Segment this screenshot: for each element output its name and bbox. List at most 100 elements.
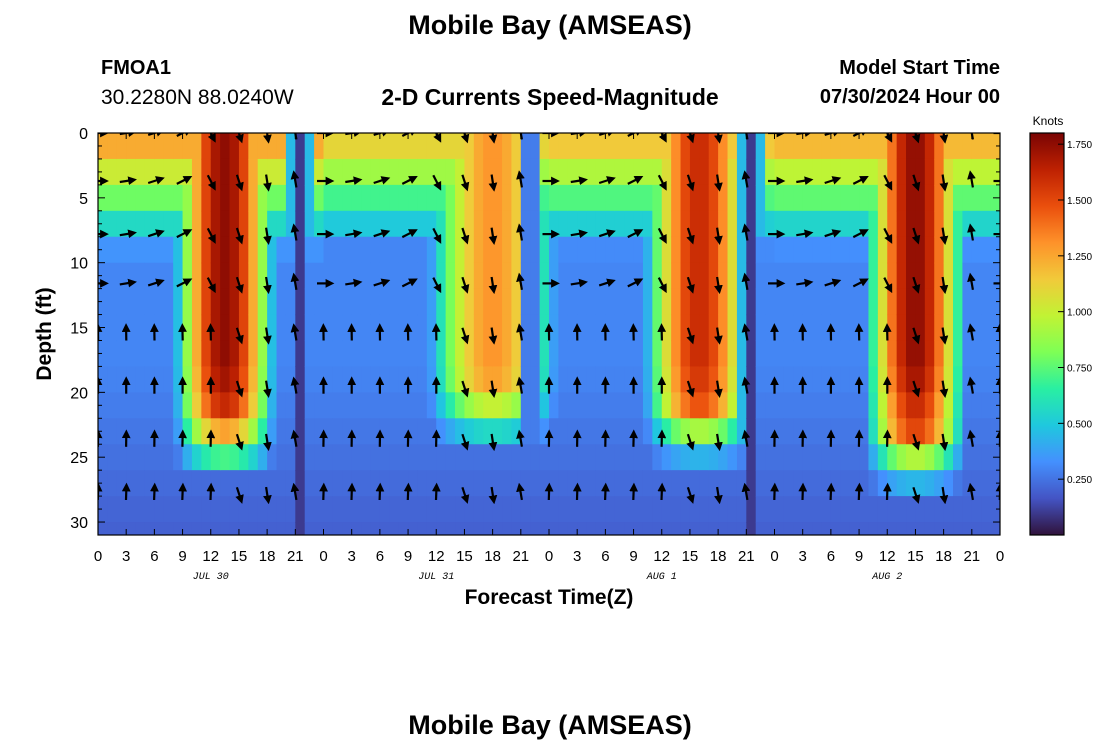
- current-vector-arrow: [882, 482, 892, 501]
- heatmap-cell: [314, 444, 325, 471]
- heatmap-cell: [502, 210, 513, 238]
- heatmap-cell: [520, 340, 531, 368]
- heatmap-cell: [210, 496, 221, 523]
- heatmap-cell: [295, 210, 306, 238]
- current-vector-arrow: [714, 486, 723, 505]
- heatmap-cell: [107, 210, 118, 238]
- heatmap-cell: [229, 366, 240, 393]
- heatmap-cell: [107, 470, 118, 497]
- speed-heatmap-chart: 0 3 6 9 12 15 18 21 0 3 6 9 12 15 18 21 0 3 6 9 12 15 18 21 0 3 6 9…: [33, 114, 1092, 609]
- heatmap-cell: [924, 158, 935, 186]
- heatmap-cell: [276, 522, 287, 535]
- heatmap-cell: [671, 418, 682, 445]
- heatmap-cell: [859, 496, 870, 523]
- heatmap-cell: [689, 392, 700, 419]
- heatmap-cell: [990, 522, 1000, 535]
- current-vector-arrow: [401, 229, 418, 239]
- heatmap-cell: [464, 418, 475, 445]
- heatmap-cell: [877, 288, 888, 316]
- heatmap-cell: [455, 158, 466, 186]
- heatmap-cell: [220, 366, 231, 393]
- current-vector-arrow: [601, 482, 610, 501]
- heatmap-cell: [971, 418, 982, 445]
- heatmap-cell: [135, 210, 146, 238]
- heatmap-cell: [642, 418, 653, 445]
- current-vector-arrow: [939, 227, 949, 245]
- heatmap-cell: [191, 314, 202, 342]
- heatmap-cell: [173, 210, 184, 238]
- heatmap-cell: [652, 184, 663, 212]
- current-vector-arrow: [911, 327, 921, 345]
- heatmap-cell: [558, 418, 569, 445]
- date-label: AUG 2: [871, 572, 902, 583]
- heatmap-cell: [774, 392, 785, 419]
- heatmap-cell: [962, 184, 973, 212]
- heatmap-cell: [830, 210, 841, 238]
- heatmap-cell: [267, 184, 278, 212]
- heatmap-cell: [887, 158, 898, 186]
- heatmap-cell: [877, 262, 888, 290]
- heatmap-cell: [248, 133, 259, 160]
- heatmap-cell: [370, 444, 381, 471]
- heatmap-cell: [408, 288, 419, 316]
- heatmap-cell: [191, 184, 202, 212]
- heatmap-cell: [953, 392, 964, 419]
- current-vector-arrow: [290, 223, 300, 241]
- current-vector-arrow: [263, 327, 272, 345]
- heatmap-cell: [267, 522, 278, 535]
- heatmap-cell: [567, 444, 578, 471]
- heatmap-cell: [774, 184, 785, 212]
- heatmap-cell: [408, 210, 419, 238]
- heatmap-cell: [238, 236, 249, 264]
- heatmap-cell: [971, 496, 982, 523]
- heatmap-cell: [361, 366, 372, 393]
- heatmap-cell: [642, 288, 653, 316]
- heatmap-cell: [765, 133, 776, 160]
- current-vector-arrow: [939, 133, 949, 144]
- current-vector-arrow: [488, 486, 498, 505]
- heatmap-cell: [483, 522, 494, 535]
- heatmap-cell: [276, 133, 287, 160]
- heatmap-cell: [361, 158, 372, 186]
- heatmap-cell: [323, 210, 334, 238]
- heatmap-cell: [220, 314, 231, 342]
- heatmap-cell: [774, 522, 785, 535]
- heatmap-cell: [116, 496, 127, 523]
- heatmap-cell: [361, 262, 372, 290]
- heatmap-cell: [586, 314, 597, 342]
- heatmap-cell: [370, 262, 381, 290]
- heatmap-cell: [116, 262, 127, 290]
- current-vector-arrow: [263, 227, 272, 245]
- heatmap-cell: [502, 262, 513, 290]
- heatmap-cell: [530, 314, 541, 342]
- heatmap-cell: [830, 236, 841, 264]
- x-tick-label: 12: [202, 548, 219, 565]
- heatmap-cell: [774, 418, 785, 445]
- heatmap-cell: [389, 496, 400, 523]
- heatmap-cell: [577, 522, 588, 535]
- heatmap-cell: [661, 496, 672, 523]
- heatmap-cell: [680, 262, 691, 290]
- heatmap-cell: [577, 262, 588, 290]
- heatmap-cell: [492, 133, 503, 160]
- heatmap-cell: [520, 366, 531, 393]
- colorbar-tick-label: 0.750: [1067, 364, 1092, 375]
- heatmap-cell: [492, 418, 503, 445]
- heatmap-cell: [520, 496, 531, 523]
- heatmap-cell: [332, 392, 343, 419]
- heatmap-cell: [248, 392, 259, 419]
- heatmap-cell: [671, 262, 682, 290]
- heatmap-cell: [126, 444, 137, 471]
- heatmap-cell: [849, 470, 860, 497]
- heatmap-cell: [342, 184, 353, 212]
- heatmap-cell: [267, 366, 278, 393]
- heatmap-cell: [689, 496, 700, 523]
- current-vector-arrow: [686, 133, 695, 144]
- heatmap-cell: [351, 133, 362, 160]
- heatmap-cell: [210, 236, 221, 264]
- heatmap-cell: [924, 366, 935, 393]
- heatmap-cell: [445, 418, 456, 445]
- heatmap-cell: [229, 262, 240, 290]
- heatmap-cell: [840, 288, 851, 316]
- heatmap-cell: [210, 366, 221, 393]
